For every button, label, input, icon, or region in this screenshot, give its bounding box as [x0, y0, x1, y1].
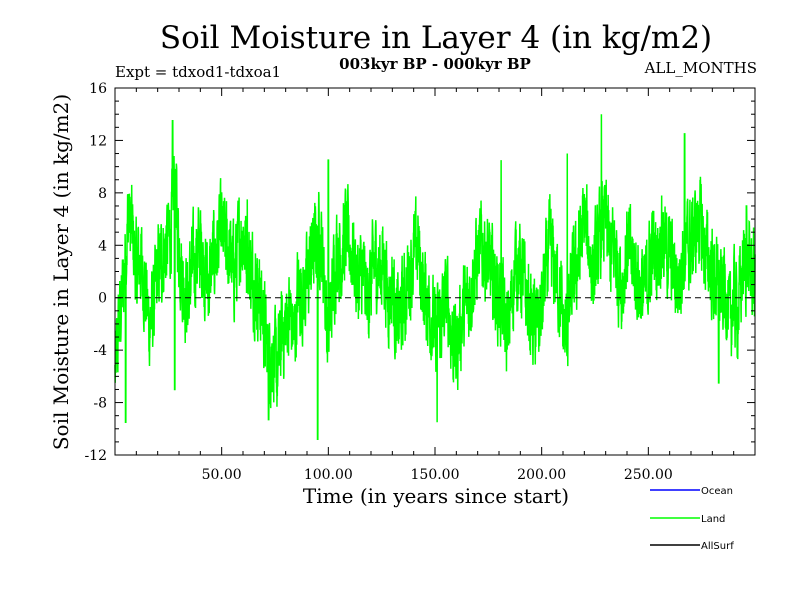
x-tick-labels: 50.00 100.00 150.00 200.00 250.00 [202, 467, 673, 483]
chart-title: Soil Moisture in Layer 4 (in kg/m2) [160, 20, 712, 56]
legend-label-ocean: Ocean [701, 486, 733, 497]
ticks-layer [115, 87, 755, 456]
x-axis-label: Time (in years since start) [303, 484, 569, 508]
x-tick-label: 50.00 [202, 467, 242, 483]
legend-label-allsurf: AllSurf [701, 541, 734, 552]
y-tick-label: 16 [89, 81, 107, 97]
legend-label-land: Land [701, 514, 725, 525]
x-tick-label: 250.00 [624, 467, 673, 483]
y-tick-labels: -12 -8 -4 0 4 8 12 16 [84, 81, 107, 464]
experiment-label: Expt = tdxod1-tdxoa1 [115, 63, 281, 81]
legend: Ocean Land AllSurf [650, 486, 734, 552]
x-tick-label: 100.00 [304, 467, 353, 483]
x-tick-label: 150.00 [411, 467, 460, 483]
plot-frame [114, 87, 756, 456]
x-tick-label: 200.00 [517, 467, 566, 483]
y-tick-label: 4 [98, 238, 107, 254]
y-tick-label: -12 [84, 448, 107, 464]
chart-subtitle: 003kyr BP - 000kyr BP [339, 55, 531, 73]
plot-area [114, 87, 756, 456]
y-tick-label: 12 [89, 133, 107, 149]
series-layer [114, 114, 756, 441]
y-tick-label: 0 [98, 291, 107, 307]
series-line-land [114, 114, 756, 441]
months-label: ALL_MONTHS [644, 59, 757, 77]
y-tick-label: -4 [93, 343, 107, 359]
y-tick-label: 8 [98, 186, 107, 202]
y-axis-label: Soil Moisture in Layer 4 (in kg/m2) [49, 94, 73, 450]
y-tick-label: -8 [93, 396, 107, 412]
